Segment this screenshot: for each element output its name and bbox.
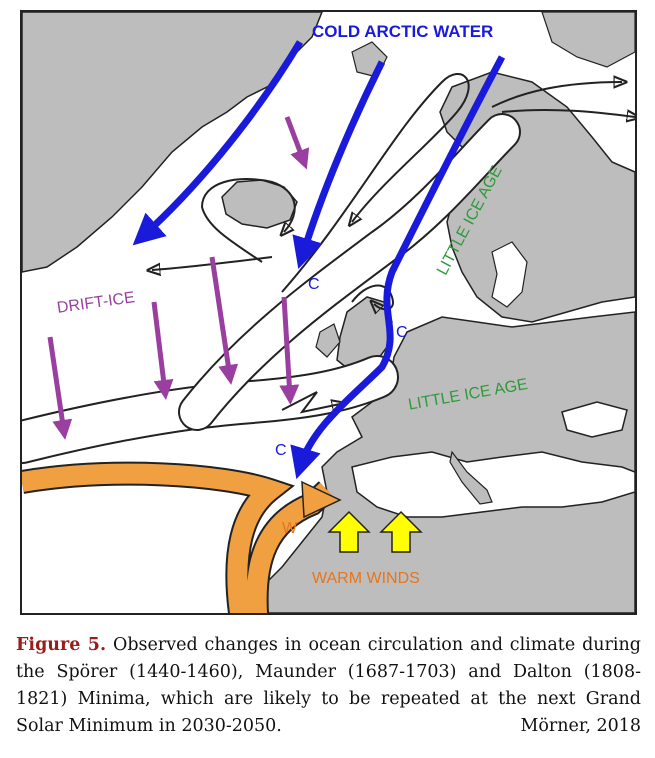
- iceland-landmass: [221, 179, 298, 229]
- c-south-label: C: [275, 442, 287, 459]
- arctic-island: [351, 41, 388, 78]
- c-middle-label: C: [396, 324, 408, 341]
- return-current-arrow: [281, 72, 470, 293]
- ireland-landmass: [315, 323, 341, 358]
- eddy-arrow: [351, 284, 394, 310]
- drift-ice-arrow: [47, 336, 73, 440]
- map-drawing: [22, 12, 635, 613]
- cold-current-arrow: [290, 55, 506, 480]
- eddy-arrow: [281, 391, 340, 414]
- cold-current-arrow: [132, 40, 304, 246]
- caption-text: Observed changes in ocean circulation an…: [16, 635, 641, 736]
- caption-author: Mörner, 2018: [520, 716, 641, 736]
- greenland-landmass: [22, 12, 323, 273]
- drift-ice-arrow: [284, 116, 310, 170]
- warm-current-arrowhead: [301, 480, 342, 519]
- black-sea: [561, 401, 628, 438]
- warm-wind-arrow: [379, 510, 423, 553]
- cold-arctic-water-label: COLD ARCTIC WATER: [312, 22, 494, 41]
- warm-wind-arrow: [327, 510, 371, 553]
- arctic-island: [541, 12, 635, 68]
- w-label: W: [282, 520, 298, 537]
- c-north-label: C: [308, 276, 320, 293]
- north-arrow: [491, 82, 622, 108]
- figure-caption: Figure 5. Observed changes in ocean circ…: [16, 632, 641, 740]
- baltic-sea: [491, 241, 528, 308]
- drift-ice-arrow: [209, 256, 239, 385]
- figure-label: Figure 5.: [16, 635, 107, 655]
- drift-ice-arrow: [279, 296, 300, 405]
- return-current-arrow: [200, 178, 296, 263]
- drift-ice-arrow: [151, 301, 174, 400]
- italy-landmass: [449, 450, 493, 505]
- cold-current-arrow: [292, 60, 386, 270]
- warm-winds-label: WARM WINDS: [312, 570, 420, 587]
- north-arrow: [501, 108, 635, 117]
- map-figure: COLD ARCTIC WATER DRIFT-ICE LITTLE ICE A…: [20, 10, 637, 615]
